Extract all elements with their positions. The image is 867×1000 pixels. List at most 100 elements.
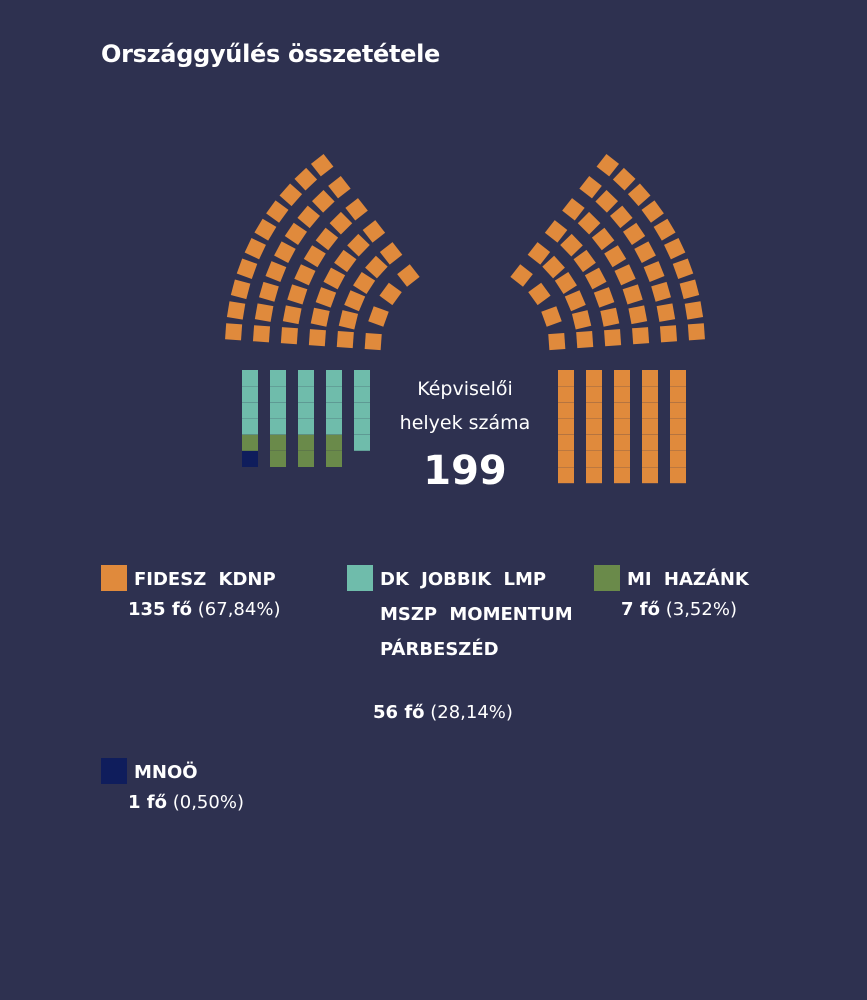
- sector-top-right-seat: [632, 327, 650, 345]
- sector-top-right-seat: [576, 331, 594, 349]
- lower-right-seat: [670, 386, 686, 403]
- lower-right-seat: [614, 451, 630, 467]
- lower-left-seat: [270, 418, 286, 435]
- lower-right-seat: [586, 434, 602, 451]
- center-label-line2: helyek száma: [399, 412, 531, 434]
- sector-top-left-seat: [344, 290, 366, 312]
- sector-top-left-seat: [259, 281, 279, 302]
- sector-top-right-seat: [544, 220, 568, 243]
- legend-swatch-mnoo: [101, 758, 127, 784]
- center-label-line1: Képviselői: [417, 378, 513, 400]
- lower-left-seat: [326, 370, 342, 386]
- legend-value-opposition: 56 fő (28,14%): [373, 702, 513, 723]
- sector-top-right-seat: [560, 233, 583, 257]
- sector-top-left-seat: [225, 323, 243, 341]
- lower-right-seat: [614, 370, 630, 386]
- sector-top-left-seat: [368, 306, 389, 327]
- sector-top-left-seat: [315, 287, 337, 308]
- lower-right-seat: [642, 467, 658, 484]
- lower-right-seat: [558, 402, 574, 419]
- legend-label-fidesz: FIDESZ KDNP: [134, 569, 276, 590]
- sector-top-right-seat: [564, 290, 586, 312]
- sector-top-right-seat: [562, 198, 585, 221]
- sector-top-left-seat: [254, 303, 274, 322]
- lower-left-seat: [354, 434, 370, 451]
- sector-top-right-seat: [573, 249, 596, 273]
- lower-left-seat: [242, 386, 258, 403]
- lower-left-seat: [326, 386, 342, 403]
- sector-top-right-seat: [659, 325, 678, 343]
- sector-top-right-seat: [622, 222, 646, 246]
- sector-top-right-seat: [604, 245, 627, 268]
- legend-pct-fidesz: (67,84%): [197, 599, 281, 620]
- sector-top-left-seat: [294, 264, 316, 286]
- sector-top-left-seat: [282, 305, 302, 325]
- sector-top-right-seat: [554, 271, 577, 295]
- sector-top-right-seat: [604, 329, 622, 347]
- sector-top-right-seat: [571, 310, 592, 330]
- sector-top-left-seat: [297, 205, 320, 229]
- lower-left-seat: [270, 451, 286, 467]
- sector-top-right-seat: [548, 333, 566, 351]
- legend-count-mnoo: 1 fő: [128, 792, 167, 813]
- lower-right-seat: [670, 418, 686, 435]
- sector-top-right-seat: [679, 279, 700, 300]
- total-seats: 199: [423, 448, 507, 494]
- sector-top-right-seat: [634, 241, 656, 264]
- sector-top-left-seat: [287, 284, 308, 305]
- lower-left-seat: [298, 370, 314, 386]
- sector-top-left-seat: [294, 167, 318, 191]
- lower-right-seat: [614, 434, 630, 451]
- sector-top-right-seat: [672, 258, 694, 279]
- lower-left-seat: [326, 434, 342, 451]
- sector-top-left-seat: [226, 301, 246, 320]
- sector-top-right-seat: [614, 264, 636, 286]
- legend-label-mihazank: MI HAZÁNK: [627, 569, 749, 590]
- lower-left-seat: [298, 386, 314, 403]
- lower-left-seat: [326, 402, 342, 419]
- lower-right-seat: [670, 434, 686, 451]
- sector-top-left-seat: [345, 198, 368, 221]
- sector-top-right-seat: [527, 242, 551, 265]
- lower-right-seat: [586, 402, 602, 419]
- sector-top-right-seat: [651, 281, 671, 302]
- sector-top-left-seat: [279, 183, 303, 207]
- sector-top-left-seat: [364, 333, 382, 351]
- sector-top-right-seat: [643, 261, 665, 283]
- parliament-seat-chart: [225, 153, 705, 484]
- sector-top-left-seat: [362, 220, 386, 243]
- sector-top-left-seat: [310, 307, 330, 327]
- chart-title: Országgyűlés összetétele: [101, 40, 441, 68]
- lower-right-seat: [558, 467, 574, 484]
- lower-right-seat: [586, 451, 602, 467]
- lower-left-seat: [270, 402, 286, 419]
- legend-swatch-fidesz: [101, 565, 127, 591]
- sector-top-right-seat: [687, 323, 705, 341]
- lower-right-seat: [558, 451, 574, 467]
- lower-right-seat: [642, 386, 658, 403]
- sector-top-right-seat: [600, 307, 620, 327]
- legend-count-opposition: 56 fő: [373, 702, 425, 723]
- lower-left-seat: [354, 386, 370, 403]
- lower-left-seat: [270, 386, 286, 403]
- sector-top-right-seat: [542, 255, 565, 279]
- lower-left-seat: [298, 402, 314, 419]
- legend-value-mihazank: 7 fő (3,52%): [621, 599, 737, 620]
- lower-right-seat: [642, 434, 658, 451]
- sector-top-left-seat: [280, 327, 298, 345]
- lower-right-seat: [614, 467, 630, 484]
- sector-top-right-seat: [653, 218, 676, 241]
- sector-top-right-seat: [541, 306, 562, 327]
- sector-top-left-seat: [379, 282, 402, 306]
- sector-top-right-seat: [584, 267, 607, 290]
- legend-value-mnoo: 1 fő (0,50%): [128, 792, 244, 813]
- sector-top-left-seat: [379, 242, 403, 265]
- lower-left-seat: [298, 451, 314, 467]
- lower-right-seat: [586, 370, 602, 386]
- lower-left-seat: [242, 418, 258, 435]
- lower-right-seat: [642, 370, 658, 386]
- sector-top-right-seat: [577, 211, 601, 235]
- legend-value-fidesz: 135 fő (67,84%): [128, 599, 280, 620]
- sector-top-left-seat: [252, 325, 271, 343]
- sector-top-left-seat: [328, 175, 351, 199]
